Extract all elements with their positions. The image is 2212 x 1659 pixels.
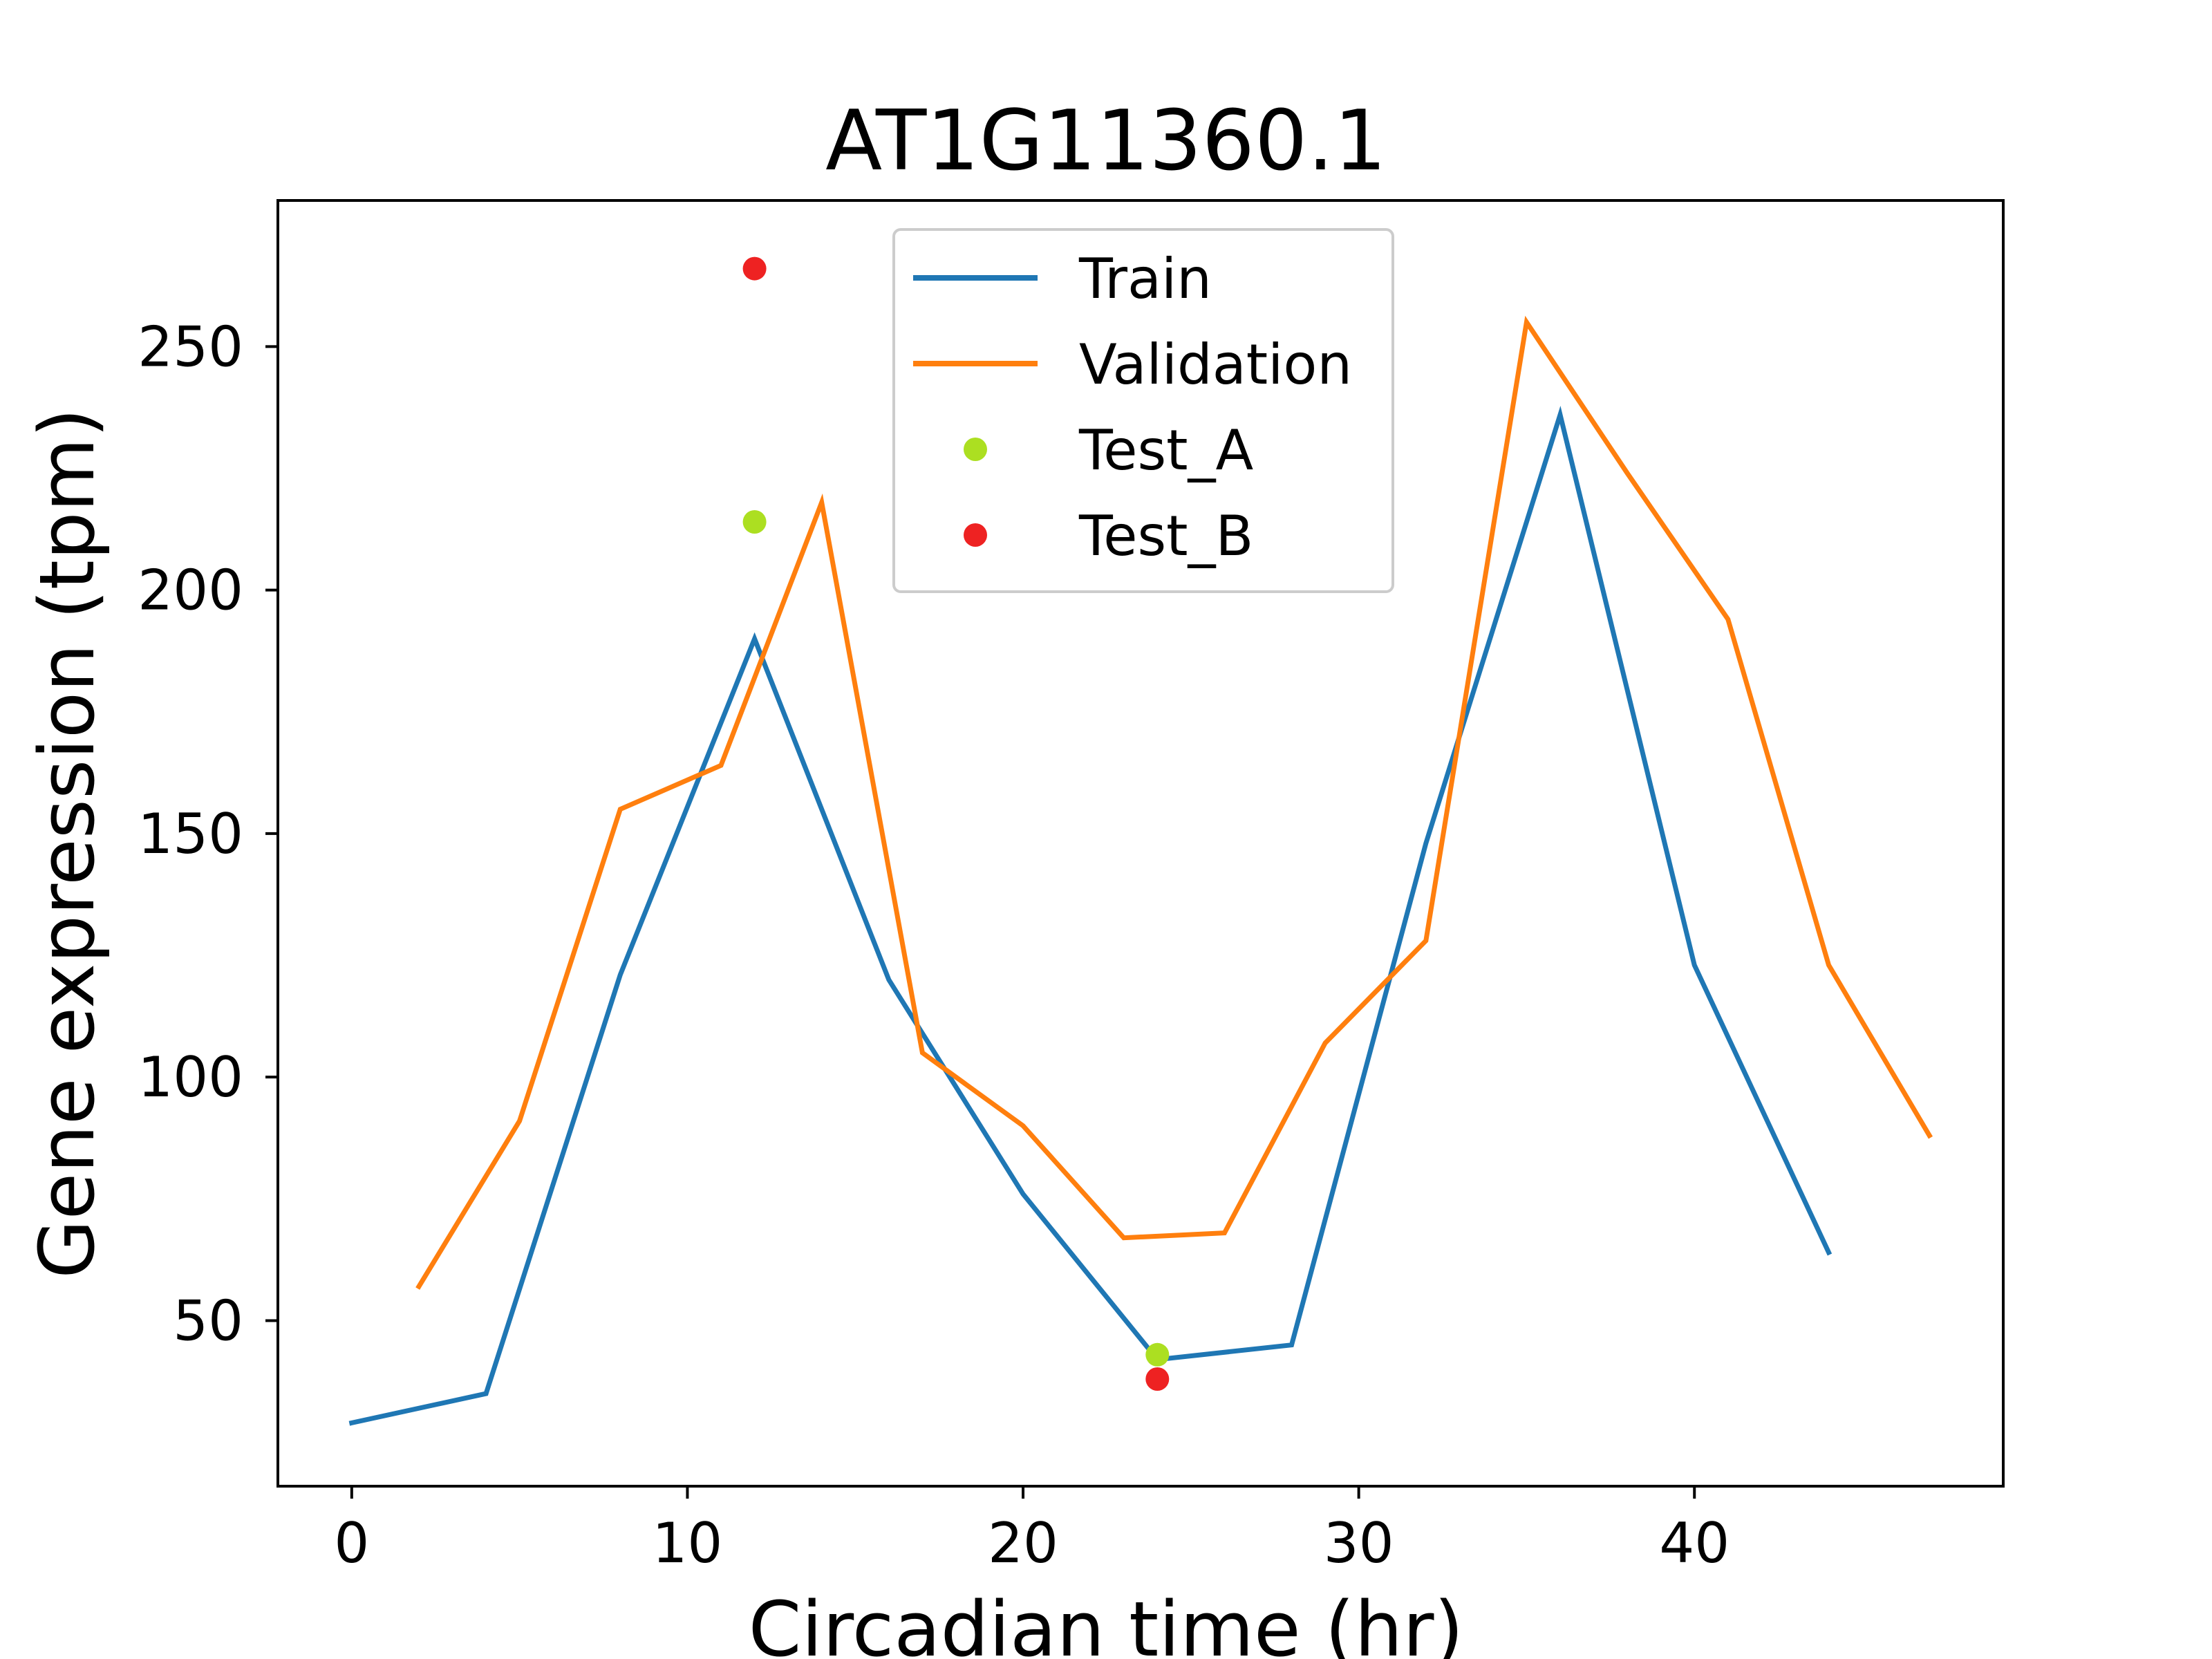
- legend: Train Validation Test_A Test_B: [892, 228, 1394, 593]
- y-tick-label: 50: [173, 1288, 243, 1353]
- legend-box: [892, 228, 1394, 593]
- y-tick-label: 150: [138, 802, 243, 866]
- x-tick-label: 0: [334, 1511, 369, 1575]
- x-tick-label: 40: [1659, 1511, 1730, 1575]
- plot-frame: [276, 199, 2005, 1488]
- data-point-test-a: [742, 510, 767, 534]
- x-tick-label: 20: [988, 1511, 1058, 1575]
- y-tick-label: 200: [138, 559, 243, 623]
- chart-title: AT1G11360.1: [825, 93, 1387, 189]
- x-axis-label: Circadian time (hr): [749, 1585, 1464, 1659]
- legend-label-train: Train: [1078, 247, 1212, 311]
- data-point-test-a: [1145, 1342, 1170, 1367]
- y-tick-label: 100: [138, 1045, 243, 1109]
- series-line-train: [348, 405, 1833, 1426]
- x-tick-label: 30: [1324, 1511, 1394, 1575]
- x-tick-label: 10: [653, 1511, 723, 1575]
- legend-swatch-test-a: [964, 438, 987, 461]
- data-point-test-b: [742, 256, 767, 281]
- y-axis-label: Gene expression (tpm): [23, 408, 111, 1279]
- legend-label-validation: Validation: [1079, 332, 1352, 397]
- legend-swatch-test-b: [964, 523, 987, 547]
- plot-area: 0 10 20 30 40 50 100 150 200 250: [138, 199, 2005, 1575]
- y-tick-label: 250: [138, 315, 243, 379]
- data-point-test-b: [1145, 1367, 1170, 1391]
- legend-label-test-a: Test_A: [1078, 418, 1254, 482]
- legend-label-test-b: Test_B: [1078, 504, 1253, 568]
- series-line-validation: [415, 315, 1933, 1290]
